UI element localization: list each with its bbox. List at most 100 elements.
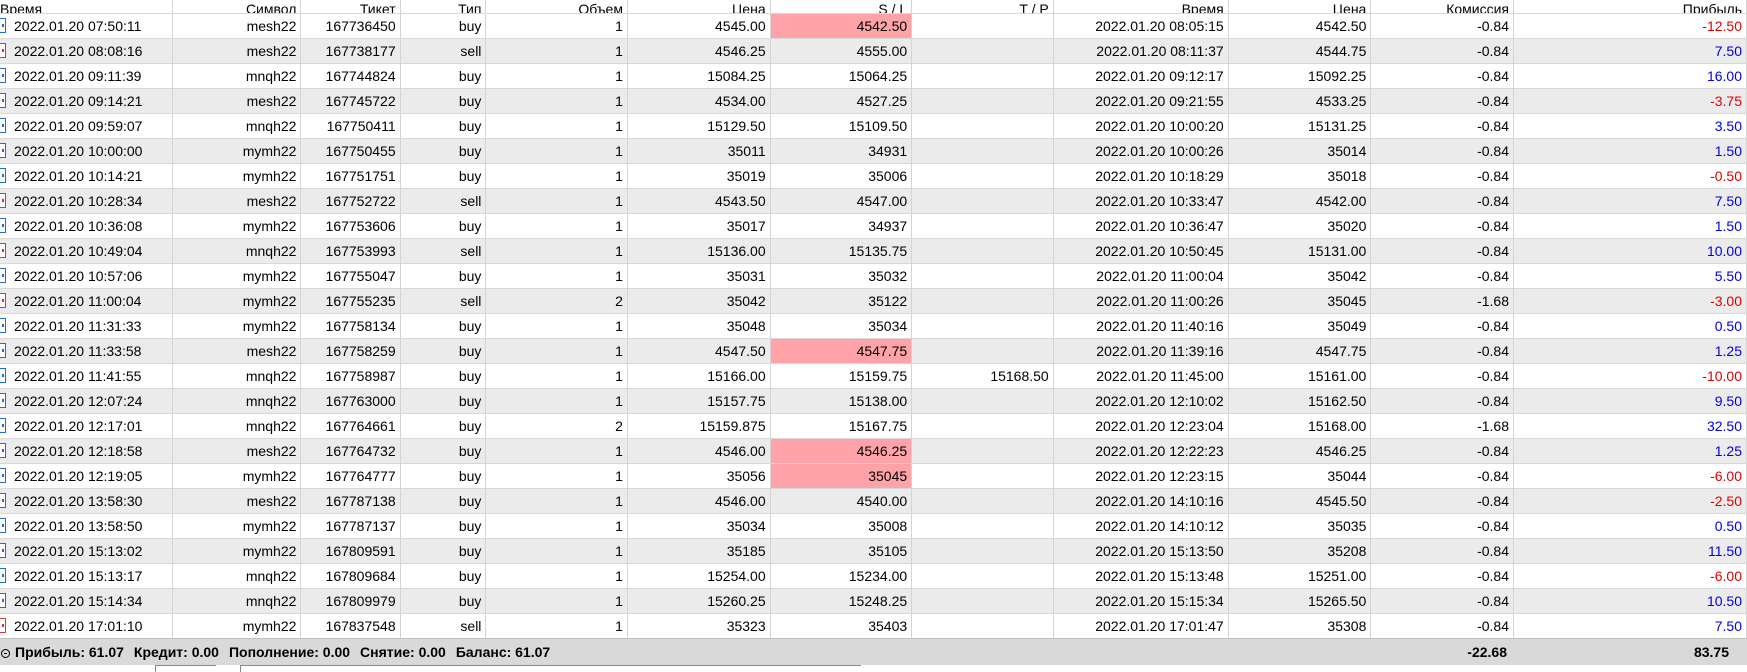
- bottom-tab-segment[interactable]: [240, 665, 861, 672]
- cell-sl: 35032: [770, 263, 913, 289]
- summary-balance: Баланс: 61.07: [455, 644, 551, 660]
- cell-time: 2022.01.20 13:58:50: [0, 513, 174, 539]
- cell-ticket: 167744824: [300, 63, 401, 89]
- cell-close-time: 2022.01.20 15:13:50: [1053, 538, 1229, 564]
- table-row[interactable]: 2022.01.20 10:36:08 mymh22 167753606 buy 1 35…: [0, 213, 1747, 239]
- column-header[interactable]: Прибыль: [1513, 0, 1747, 14]
- cell-close-price: 15265.50: [1228, 588, 1372, 614]
- cell-close-time: 2022.01.20 10:00:20: [1053, 113, 1229, 139]
- column-header[interactable]: Время: [0, 0, 174, 14]
- table-row[interactable]: 2022.01.20 11:33:58 mesh22 167758259 buy 1 45…: [0, 338, 1747, 364]
- cell-price: 35056: [627, 463, 771, 489]
- table-row[interactable]: 2022.01.20 12:17:01 mnqh22 167764661 buy 2 15…: [0, 413, 1747, 439]
- cell-profit: 32.50: [1513, 413, 1747, 439]
- cell-profit: -3.75: [1513, 88, 1747, 114]
- cell-profit: 1.25: [1513, 338, 1747, 364]
- table-row[interactable]: 2022.01.20 15:14:34 mnqh22 167809979 buy 1 15…: [0, 588, 1747, 614]
- table-row[interactable]: 2022.01.20 11:41:55 mnqh22 167758987 buy 1 15…: [0, 363, 1747, 389]
- cell-close-time: 2022.01.20 11:40:16: [1053, 313, 1229, 339]
- cell-tp: [911, 38, 1054, 64]
- table-row[interactable]: 2022.01.20 09:14:21 mesh22 167745722 buy 1 45…: [0, 88, 1747, 114]
- column-header[interactable]: T / P: [911, 0, 1054, 14]
- cell-sl: 15234.00: [770, 563, 913, 589]
- table-row[interactable]: 2022.01.20 17:01:10 mymh22 167837548 sell 1 3…: [0, 613, 1747, 639]
- bottom-tab-segment[interactable]: [155, 665, 216, 672]
- cell-close-time: 2022.01.20 12:22:23: [1053, 438, 1229, 464]
- cell-profit: 1.50: [1513, 138, 1747, 164]
- cell-price: 35042: [627, 288, 771, 314]
- cell-tp: [911, 213, 1054, 239]
- table-row[interactable]: 2022.01.20 12:18:58 mesh22 167764732 buy 1 45…: [0, 438, 1747, 464]
- table-row[interactable]: 2022.01.20 07:50:11 mesh22 167736450 buy 1 45…: [0, 13, 1747, 39]
- cell-ticket: 167763000: [300, 388, 401, 414]
- cell-price: 35019: [627, 163, 771, 189]
- cell-symbol: mymh22: [172, 463, 302, 489]
- table-row[interactable]: 2022.01.20 12:19:05 mymh22 167764777 buy 1 35…: [0, 463, 1747, 489]
- column-header[interactable]: S / L: [770, 0, 913, 14]
- table-row[interactable]: 2022.01.20 10:00:00 mymh22 167750455 buy 1 35…: [0, 138, 1747, 164]
- table-row[interactable]: 2022.01.20 15:13:17 mnqh22 167809684 buy 1 15…: [0, 563, 1747, 589]
- cell-ticket: 167755047: [300, 263, 401, 289]
- cell-close-price: 15162.50: [1228, 388, 1372, 414]
- table-row[interactable]: 2022.01.20 11:31:33 mymh22 167758134 buy 1 35…: [0, 313, 1747, 339]
- open-time-text: 2022.01.20 13:58:50: [14, 517, 143, 534]
- cell-time: 2022.01.20 13:58:30: [0, 488, 174, 514]
- cell-price: 15084.25: [627, 63, 771, 89]
- column-header[interactable]: Объем: [485, 0, 628, 14]
- table-row[interactable]: 2022.01.20 13:58:30 mesh22 167787138 buy 1 45…: [0, 488, 1747, 514]
- cell-sl: 35122: [770, 288, 913, 314]
- cell-profit: 11.50: [1513, 538, 1747, 564]
- cell-symbol: mesh22: [172, 438, 302, 464]
- cell-sl: 35008: [770, 513, 913, 539]
- cell-close-time: 2022.01.20 09:12:17: [1053, 63, 1229, 89]
- column-header[interactable]: Цена: [627, 0, 771, 14]
- cell-type: buy: [400, 413, 487, 439]
- cell-commission: -0.84: [1370, 213, 1515, 239]
- cell-volume: 2: [485, 413, 628, 439]
- table-row[interactable]: 2022.01.20 10:49:04 mnqh22 167753993 sell 1 1…: [0, 238, 1747, 264]
- cell-close-time: 2022.01.20 08:11:37: [1053, 38, 1229, 64]
- cell-close-price: 35049: [1228, 313, 1372, 339]
- collapse-circle-icon[interactable]: [1, 649, 10, 658]
- column-header[interactable]: Тикет: [300, 0, 401, 14]
- table-row[interactable]: 2022.01.20 09:59:07 mnqh22 167750411 buy 1 15…: [0, 113, 1747, 139]
- open-time-text: 2022.01.20 15:13:02: [14, 542, 143, 559]
- cell-sl: 15159.75: [770, 363, 913, 389]
- table-row[interactable]: 2022.01.20 12:07:24 mnqh22 167763000 buy 1 15…: [0, 388, 1747, 414]
- cell-ticket: 167750455: [300, 138, 401, 164]
- column-header[interactable]: Комиссия: [1370, 0, 1515, 14]
- cell-volume: 1: [485, 563, 628, 589]
- cell-price: 15166.00: [627, 363, 771, 389]
- table-row[interactable]: 2022.01.20 10:14:21 mymh22 167751751 buy 1 35…: [0, 163, 1747, 189]
- open-time-text: 2022.01.20 13:58:30: [14, 492, 143, 509]
- column-header[interactable]: Время: [1053, 0, 1229, 14]
- cell-commission: -0.84: [1370, 313, 1515, 339]
- cell-price: 15157.75: [627, 388, 771, 414]
- column-header[interactable]: Тип: [400, 0, 487, 14]
- cell-volume: 1: [485, 38, 628, 64]
- cell-close-price: 15161.00: [1228, 363, 1372, 389]
- open-time-text: 2022.01.20 12:18:58: [14, 442, 143, 459]
- cell-time: 2022.01.20 15:14:34: [0, 588, 174, 614]
- column-header[interactable]: Цена: [1228, 0, 1372, 14]
- table-row[interactable]: 2022.01.20 11:00:04 mymh22 167755235 sell 2 3…: [0, 288, 1747, 314]
- cell-close-time: 2022.01.20 14:10:12: [1053, 513, 1229, 539]
- table-row[interactable]: 2022.01.20 08:08:16 mesh22 167738177 sell 1 4…: [0, 38, 1747, 64]
- cell-close-time: 2022.01.20 10:50:45: [1053, 238, 1229, 264]
- cell-ticket: 167753606: [300, 213, 401, 239]
- cell-type: buy: [400, 538, 487, 564]
- table-row[interactable]: 2022.01.20 13:58:50 mymh22 167787137 buy 1 35…: [0, 513, 1747, 539]
- table-row[interactable]: 2022.01.20 09:11:39 mnqh22 167744824 buy 1 15…: [0, 63, 1747, 89]
- cell-ticket: 167745722: [300, 88, 401, 114]
- table-row[interactable]: 2022.01.20 10:28:34 mesh22 167752722 sell 1 4…: [0, 188, 1747, 214]
- cell-sl: 35006: [770, 163, 913, 189]
- cell-commission: -1.68: [1370, 413, 1515, 439]
- cell-close-price: 35018: [1228, 163, 1372, 189]
- column-header[interactable]: Символ: [172, 0, 302, 14]
- table-row[interactable]: 2022.01.20 15:13:02 mymh22 167809591 buy 1 35…: [0, 538, 1747, 564]
- table-row[interactable]: 2022.01.20 10:57:06 mymh22 167755047 buy 1 35…: [0, 263, 1747, 289]
- cell-commission: -0.84: [1370, 38, 1515, 64]
- cell-ticket: 167738177: [300, 38, 401, 64]
- cell-ticket: 167764661: [300, 413, 401, 439]
- summary-profit: Прибыль: 61.07: [15, 644, 124, 660]
